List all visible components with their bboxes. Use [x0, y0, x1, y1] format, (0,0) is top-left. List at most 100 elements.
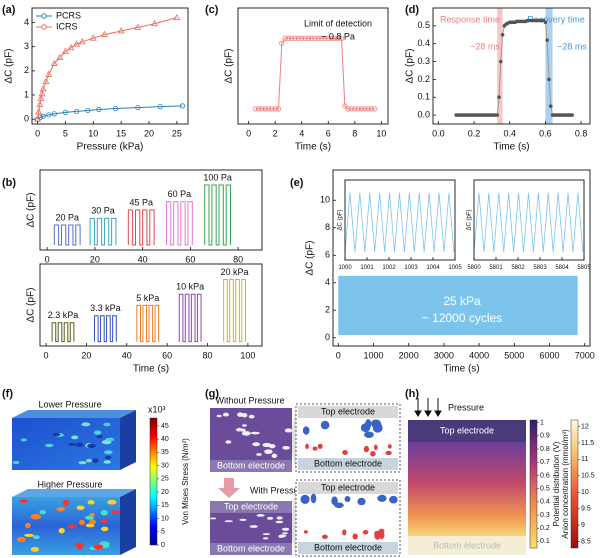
stress-spot — [32, 535, 40, 539]
time-band — [497, 8, 503, 124]
stress-spot — [89, 519, 96, 525]
data-point — [312, 35, 318, 41]
colorbar-multiplier: x10³ — [148, 404, 166, 414]
pore — [252, 442, 260, 447]
y-tick-label: 8 — [325, 222, 330, 232]
stress-spot — [16, 536, 26, 542]
data-line — [473, 192, 584, 253]
y-axis-label: ΔC (pF) — [26, 287, 37, 322]
ion — [379, 533, 384, 540]
zoom-box — [295, 479, 401, 557]
data-point — [67, 44, 75, 51]
stress-spot — [68, 442, 76, 447]
electrode-label: Bottom electrode — [314, 542, 382, 552]
ion — [389, 495, 398, 504]
data-line — [204, 184, 231, 246]
stress-spot — [76, 505, 85, 511]
stress-spot — [39, 509, 46, 515]
pore — [241, 424, 247, 427]
data-point — [495, 113, 500, 117]
stress-spot — [87, 500, 95, 505]
colorbar-tick-label: 10 — [581, 489, 589, 496]
ion — [365, 419, 372, 430]
y-tick-label: 3 — [24, 41, 29, 51]
band-note: ~28 ms — [470, 41, 500, 51]
colorbar-tick-label: 5 — [161, 529, 165, 536]
pore — [281, 527, 290, 531]
stress-spot — [105, 455, 112, 460]
colorbar-title: Potential distribution (V) — [552, 441, 561, 526]
pore — [284, 428, 293, 433]
stress-spot — [75, 442, 84, 447]
stress-block-part — [12, 410, 136, 418]
data-point — [335, 35, 341, 41]
stress-spot — [78, 461, 87, 465]
data-point — [85, 107, 91, 114]
data-point — [547, 77, 551, 82]
stress-block-part — [120, 410, 136, 470]
data-point — [497, 95, 501, 100]
pore — [225, 440, 232, 444]
x-tick-label: 7000 — [575, 350, 595, 360]
stress-block — [12, 410, 136, 470]
colorbar — [570, 419, 579, 549]
data-point — [89, 34, 97, 41]
pressure-arrow-part — [414, 410, 422, 417]
stress-spot — [87, 443, 96, 449]
band-note: ~28 ms — [557, 41, 587, 51]
data-point — [358, 106, 365, 112]
x-tick-label: 6000 — [539, 350, 559, 360]
x-tick-label: 10 — [376, 128, 386, 138]
data-point — [352, 106, 358, 112]
stress-spot — [71, 435, 79, 440]
ion — [310, 493, 317, 504]
colorbar-tick-label: 9.5 — [581, 505, 591, 512]
stress-spot — [96, 434, 103, 439]
data-point — [61, 47, 69, 54]
plot-area — [345, 180, 455, 260]
plot-frame — [237, 7, 389, 125]
pressure-arrow-part — [218, 478, 240, 498]
composite-slab — [209, 501, 292, 555]
x-axis-label: Time (s) — [493, 142, 529, 153]
data-point — [46, 112, 52, 118]
data-point — [117, 27, 125, 34]
pore — [275, 520, 284, 524]
y-tick-label: 6 — [325, 250, 330, 260]
data-point — [134, 23, 142, 30]
data-point — [302, 35, 308, 41]
x-tick-label: 5801 — [489, 265, 503, 271]
zoom-connector — [292, 406, 296, 472]
x-tick-label: 8 — [352, 128, 357, 138]
colorbar — [149, 417, 158, 546]
x-tick-label: 1002 — [382, 265, 396, 271]
step-title: Without Pressure — [215, 395, 284, 405]
x-tick-label: 20 — [81, 350, 91, 360]
pore — [241, 431, 251, 436]
y-axis-label: ΔC (pF) — [338, 209, 344, 230]
data-point — [173, 13, 181, 21]
data-point — [372, 106, 378, 112]
data-point — [78, 38, 86, 45]
pore — [224, 520, 233, 523]
pore — [209, 517, 217, 520]
x-tick-label: 0 — [336, 350, 341, 360]
y-tick-label: 4 — [325, 277, 330, 287]
y-tick-label: 0.5 — [417, 20, 430, 30]
colorbar-tick-label: 8.5 — [581, 538, 591, 545]
zoom-box-part — [298, 542, 398, 554]
data-line — [89, 217, 117, 246]
stress-spot — [30, 513, 42, 520]
legend-label: ICRS — [56, 21, 78, 31]
data-point — [322, 35, 328, 41]
ion — [378, 528, 385, 535]
data-point — [179, 103, 186, 109]
stress-spot — [52, 432, 61, 437]
zoom-connector-part — [292, 406, 296, 472]
x-tick-label: 20 — [144, 128, 154, 138]
stress-block-part — [12, 489, 136, 497]
data-point — [299, 35, 305, 41]
ion — [387, 444, 392, 449]
colorbar-tick-label: 30 — [161, 462, 169, 469]
x-axis-label: Pressure (kPa) — [77, 142, 144, 153]
